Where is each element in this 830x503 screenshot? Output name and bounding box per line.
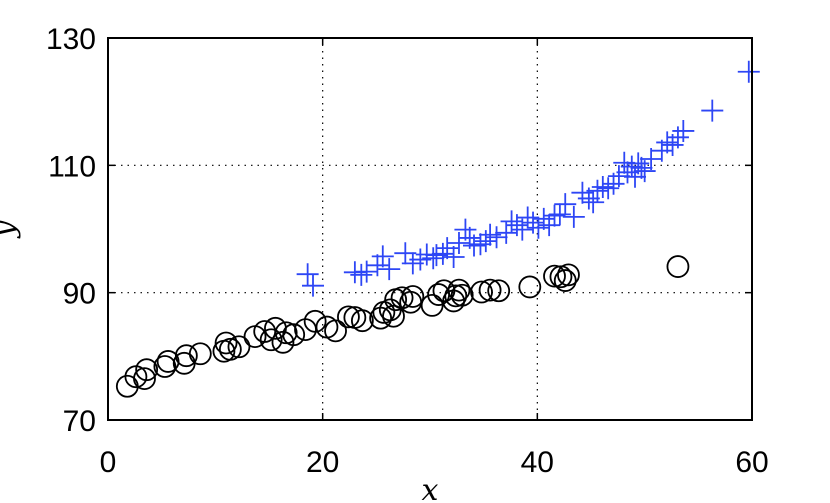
plot-frame bbox=[107, 37, 753, 421]
y-tick-label: 90 bbox=[63, 278, 96, 311]
plus-point bbox=[571, 181, 594, 204]
circle-point bbox=[350, 309, 374, 333]
circle-point bbox=[666, 255, 690, 278]
plus-point bbox=[485, 226, 508, 249]
plus-point bbox=[672, 119, 695, 142]
y-tick-label: 70 bbox=[63, 405, 96, 438]
circle-point bbox=[214, 331, 238, 355]
circle-point bbox=[543, 264, 566, 288]
y-axis-label: y bbox=[0, 219, 22, 239]
plus-point bbox=[656, 131, 679, 154]
circle-point bbox=[557, 263, 580, 287]
circle-point bbox=[153, 355, 177, 378]
plus-point bbox=[633, 160, 656, 183]
y-tick-label: 130 bbox=[46, 23, 96, 56]
plus-point bbox=[650, 139, 673, 162]
circle-point bbox=[382, 304, 405, 328]
circle-point bbox=[135, 358, 159, 382]
plus-point bbox=[554, 193, 577, 216]
plus-point bbox=[296, 263, 319, 286]
plus-point bbox=[469, 233, 492, 256]
circle-point bbox=[259, 328, 283, 352]
circle-point bbox=[549, 265, 573, 289]
data-marks bbox=[115, 60, 760, 398]
circle-point bbox=[470, 280, 493, 304]
plus-point bbox=[522, 211, 545, 234]
circle-point bbox=[274, 321, 298, 345]
plus-point bbox=[701, 99, 724, 122]
circle-point bbox=[487, 279, 511, 303]
plus-point bbox=[548, 203, 571, 226]
circle-point bbox=[401, 285, 425, 308]
plus-point bbox=[454, 218, 477, 241]
circle-point bbox=[444, 284, 468, 308]
circle-point bbox=[188, 342, 212, 366]
plus-point bbox=[543, 204, 566, 227]
plus-point bbox=[431, 242, 454, 265]
y-tick-label: 110 bbox=[48, 150, 96, 183]
plus-point bbox=[532, 207, 555, 230]
circle-point bbox=[282, 323, 306, 347]
plus-point bbox=[640, 147, 663, 170]
circle-point bbox=[303, 309, 327, 333]
plus-point bbox=[355, 260, 378, 283]
plus-point bbox=[371, 245, 394, 268]
plus-point bbox=[538, 214, 561, 237]
plus-point bbox=[479, 223, 502, 246]
plus-point bbox=[591, 175, 614, 198]
plus-point bbox=[350, 263, 373, 286]
circle-point bbox=[450, 283, 474, 307]
plus-point bbox=[666, 126, 689, 149]
x-axis-label: x bbox=[422, 473, 439, 503]
plus-point bbox=[378, 258, 401, 281]
circle-point bbox=[324, 319, 347, 343]
circle-point bbox=[133, 367, 156, 391]
circle-point bbox=[518, 275, 542, 299]
x-tick-label: 40 bbox=[521, 446, 554, 479]
plus-point bbox=[630, 156, 653, 179]
plus-point bbox=[500, 210, 523, 233]
plus-point bbox=[422, 247, 445, 270]
plus-point bbox=[447, 232, 470, 255]
plus-point bbox=[582, 191, 605, 214]
x-tick-label: 20 bbox=[306, 446, 339, 479]
circle-point bbox=[227, 335, 251, 359]
circle-point bbox=[174, 344, 198, 368]
plus-point bbox=[442, 246, 465, 269]
x-tick-label: 60 bbox=[735, 446, 768, 479]
plus-point bbox=[366, 254, 389, 277]
plus-point bbox=[302, 274, 325, 297]
circle-point bbox=[447, 278, 471, 302]
circle-point bbox=[420, 293, 444, 317]
plus-point bbox=[586, 179, 609, 202]
plus-point bbox=[562, 205, 585, 228]
x-tick-label: 0 bbox=[100, 446, 117, 479]
circle-point bbox=[337, 305, 360, 329]
plus-point bbox=[474, 230, 497, 253]
plus-point bbox=[516, 206, 539, 229]
plus-point bbox=[737, 60, 760, 83]
circle-point bbox=[218, 337, 242, 361]
tick-marks bbox=[107, 37, 753, 421]
circle-point bbox=[478, 278, 502, 302]
plus-point bbox=[527, 216, 550, 239]
circle-point bbox=[553, 269, 577, 292]
plus-point bbox=[597, 177, 620, 200]
circle-point bbox=[172, 351, 196, 375]
